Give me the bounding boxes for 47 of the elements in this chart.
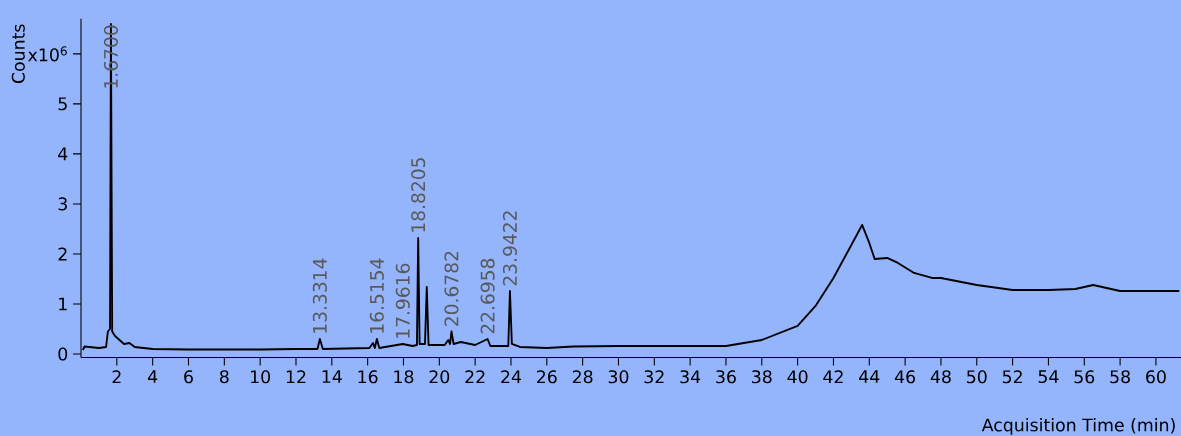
x-tick-label: 60 — [1146, 370, 1166, 384]
y-tick-label: 1 — [59, 297, 67, 311]
x-tick-label: 40 — [787, 370, 808, 384]
x-tick-label: 30 — [608, 370, 629, 384]
annotation: 16.5154 — [369, 258, 384, 333]
x-tick-label: 54 — [1038, 370, 1059, 384]
y-tick-label: 5 — [58, 97, 67, 111]
x-tick-label: 20 — [429, 370, 450, 384]
x-tick-label: 52 — [1002, 370, 1022, 384]
x-tick-label: 48 — [930, 370, 951, 384]
annotation: 23.9422 — [502, 211, 517, 286]
x-tick-label: 44 — [859, 370, 880, 383]
annotation: 1.6700 — [103, 25, 118, 88]
y-tick-label: 3 — [58, 197, 67, 211]
x-tick-label: 26 — [537, 370, 557, 384]
x-tick-label: 36 — [716, 370, 736, 384]
x-tick-label: 34 — [680, 370, 701, 384]
x-tick-label: 16 — [358, 370, 378, 384]
x-tick-label: 12 — [286, 370, 306, 384]
annotation: 17.9616 — [395, 263, 410, 338]
x-tick-label: 24 — [501, 370, 522, 384]
annotation: 20.6782 — [444, 251, 459, 326]
x-tick-label: 46 — [894, 370, 916, 384]
x-tick-label: 14 — [322, 370, 342, 383]
x-tick-label: 38 — [752, 370, 772, 384]
annotation: 18.8205 — [411, 158, 426, 232]
x-tick-label: 6 — [184, 370, 193, 384]
x-tick-label: 2 — [112, 370, 121, 384]
x-tick-label: 8 — [219, 370, 229, 384]
x-tick-label: 22 — [465, 370, 485, 384]
x-tick-label: 18 — [394, 370, 414, 384]
x-axis-title: Acquisition Time (min) — [981, 418, 1175, 435]
x-tick-label: 4 — [147, 370, 158, 383]
y-tick-label: 4 — [58, 147, 68, 161]
x-tick-label: 32 — [644, 370, 664, 384]
x-tick-label: 42 — [823, 370, 843, 384]
y-tick-label: 2 — [58, 247, 67, 261]
annotation: 13.3314 — [312, 258, 327, 333]
y-tick-label: 0 — [58, 347, 68, 361]
y-tick-label: x10$^{6}$ — [28, 46, 67, 62]
x-tick-label: 56 — [1074, 370, 1095, 384]
x-tick-label: 28 — [572, 370, 593, 384]
x-tick-label: 58 — [1110, 370, 1130, 384]
x-tick-label: 50 — [967, 370, 987, 384]
y-axis-title: Counts — [11, 24, 25, 84]
x-tick-label: 10 — [251, 370, 271, 384]
annotation: 22.6958 — [480, 258, 495, 334]
